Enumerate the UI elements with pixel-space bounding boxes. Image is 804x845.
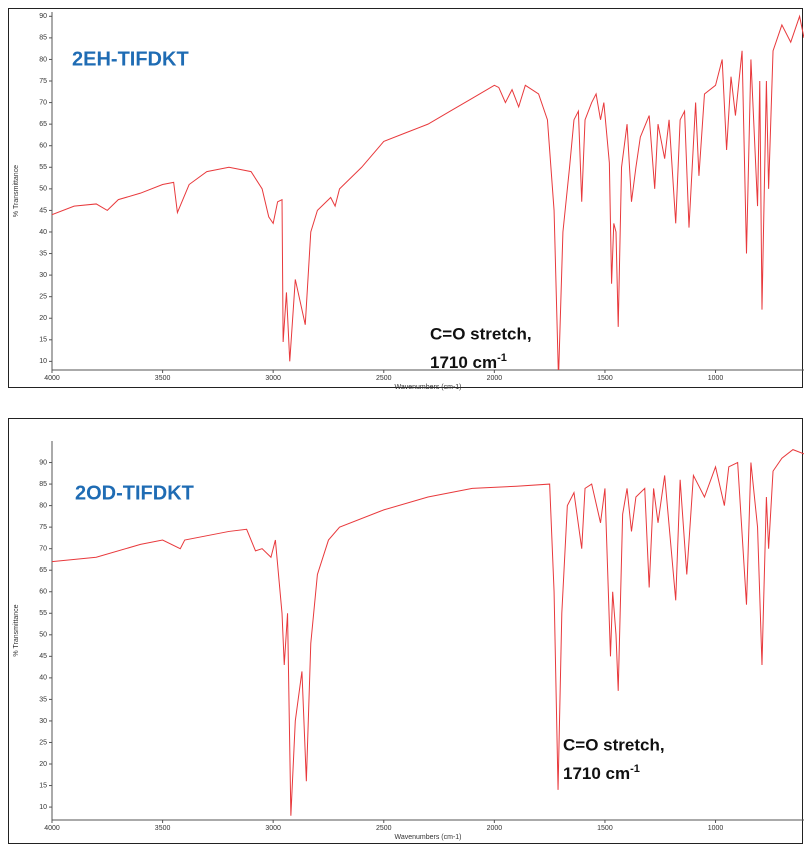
x-tick-label: 1500 <box>597 825 613 832</box>
x-tick-label: 4000 <box>44 825 60 832</box>
y-axis-label: % Transmittance <box>13 604 20 656</box>
y-tick-label: 85 <box>39 481 47 488</box>
annotation-line2: 1710 cm-1 <box>430 352 507 373</box>
y-tick-label: 25 <box>39 294 47 301</box>
x-tick-label: 3000 <box>265 375 281 382</box>
y-tick-label: 55 <box>39 610 47 617</box>
x-tick-label: 3500 <box>155 825 171 832</box>
y-tick-label: 60 <box>39 589 47 596</box>
y-tick-label: 45 <box>39 207 47 214</box>
frame <box>8 8 803 388</box>
y-tick-label: 65 <box>39 567 47 574</box>
x-tick-label: 4000 <box>44 375 60 382</box>
y-tick-label: 50 <box>39 186 47 193</box>
x-axis-label: Wavenumbers (cm-1) <box>394 834 461 841</box>
y-axis-label: % Transmittance <box>13 165 20 217</box>
y-tick-label: 65 <box>39 121 47 128</box>
y-tick-label: 20 <box>39 315 47 322</box>
x-tick-label: 3500 <box>155 375 171 382</box>
y-tick-label: 45 <box>39 653 47 660</box>
annotation-value: 1710 cm <box>563 764 630 783</box>
y-tick-label: 40 <box>39 229 47 236</box>
y-tick-label: 75 <box>39 78 47 85</box>
annotation-line1: C=O stretch, <box>563 735 665 754</box>
y-tick-label: 35 <box>39 250 47 257</box>
y-tick-label: 75 <box>39 524 47 531</box>
annotation-superscript: -1 <box>497 352 507 364</box>
x-tick-label: 1500 <box>597 375 613 382</box>
chart-label: 2OD-TIFDKT <box>75 482 194 504</box>
annotation-value: 1710 cm <box>430 353 497 372</box>
y-tick-label: 55 <box>39 164 47 171</box>
y-tick-label: 80 <box>39 502 47 509</box>
x-tick-label: 2000 <box>487 375 503 382</box>
chart-label: 2EH-TIFDKT <box>72 48 189 70</box>
frame <box>8 418 803 844</box>
y-tick-label: 35 <box>39 696 47 703</box>
y-tick-label: 30 <box>39 272 47 279</box>
y-tick-label: 15 <box>39 782 47 789</box>
y-tick-label: 20 <box>39 761 47 768</box>
x-tick-label: 1000 <box>708 825 724 832</box>
y-tick-label: 85 <box>39 35 47 42</box>
x-tick-label: 1000 <box>708 375 724 382</box>
annotation-line1: C=O stretch, <box>430 324 532 343</box>
y-tick-label: 25 <box>39 739 47 746</box>
spectrum-line <box>52 449 804 816</box>
x-tick-label: 2500 <box>376 825 392 832</box>
y-tick-label: 80 <box>39 56 47 63</box>
y-tick-label: 70 <box>39 546 47 553</box>
y-tick-label: 90 <box>39 459 47 466</box>
y-tick-label: 10 <box>39 358 47 365</box>
y-tick-label: 60 <box>39 143 47 150</box>
spectrum-line <box>52 14 804 370</box>
y-tick-label: 30 <box>39 718 47 725</box>
x-tick-label: 2500 <box>376 375 392 382</box>
y-tick-label: 15 <box>39 337 47 344</box>
x-tick-label: 3000 <box>265 825 281 832</box>
y-tick-label: 70 <box>39 99 47 106</box>
y-tick-label: 90 <box>39 13 47 20</box>
y-tick-label: 10 <box>39 804 47 811</box>
annotation-superscript: -1 <box>630 763 640 775</box>
y-tick-label: 40 <box>39 675 47 682</box>
annotation-line2: 1710 cm-1 <box>563 763 640 784</box>
x-axis-label: Wavenumbers (cm-1) <box>394 384 461 391</box>
y-tick-label: 50 <box>39 632 47 639</box>
x-tick-label: 2000 <box>487 825 503 832</box>
